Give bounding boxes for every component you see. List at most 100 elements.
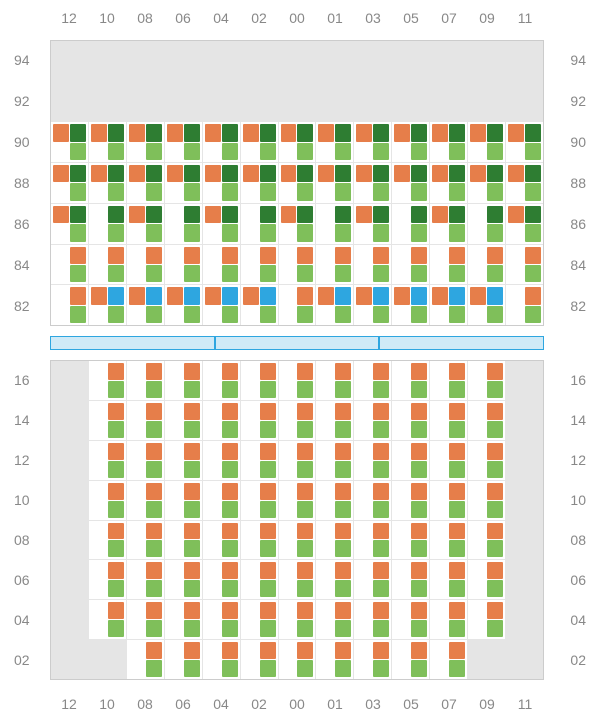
glyph-B — [91, 206, 124, 242]
col-label-05: 05 — [392, 696, 430, 712]
cell-02-02 — [241, 640, 278, 679]
glyph-C — [243, 363, 276, 398]
cell-88-08 — [127, 163, 164, 203]
cell-06-07 — [430, 560, 467, 599]
glyph-B — [243, 206, 276, 242]
cell-86-00 — [279, 204, 316, 244]
glyph-E — [394, 287, 427, 323]
glyph-C — [394, 363, 427, 398]
cell-10-00 — [279, 481, 316, 520]
cell-06-00 — [279, 560, 316, 599]
cell-92-07 — [430, 82, 467, 122]
row-labels-bottom-left: 1614121008060402 — [14, 360, 44, 680]
cell-12-02 — [241, 441, 278, 480]
cell-84-10 — [89, 245, 126, 285]
glyph-C — [243, 483, 276, 518]
col-label-02: 02 — [240, 10, 278, 26]
cell-02-09 — [468, 640, 505, 679]
col-label-04: 04 — [202, 10, 240, 26]
cell-16-01 — [316, 361, 353, 400]
cell-10-09 — [468, 481, 505, 520]
glyph-C — [394, 562, 427, 597]
cell-82-07 — [430, 285, 467, 325]
cell-94-01 — [316, 41, 353, 81]
cell-06-06 — [165, 560, 202, 599]
glyph-C — [167, 363, 200, 398]
glyph-C — [243, 443, 276, 478]
glyph-C — [394, 523, 427, 558]
cell-84-04 — [203, 245, 240, 285]
cell-86-05 — [392, 204, 429, 244]
cell-12-05 — [392, 441, 429, 480]
cell-04-06 — [165, 600, 202, 639]
cell-94-03 — [354, 41, 391, 81]
cell-08-03 — [354, 521, 391, 560]
cell-82-01 — [316, 285, 353, 325]
cell-92-06 — [165, 82, 202, 122]
glyph-D — [53, 287, 86, 323]
row-label-86: 86 — [556, 203, 586, 244]
cell-04-12 — [51, 600, 88, 639]
cell-86-06 — [165, 204, 202, 244]
cell-14-12 — [51, 401, 88, 440]
cell-02-12 — [51, 640, 88, 679]
col-label-08: 08 — [126, 696, 164, 712]
glyph-A — [167, 165, 200, 201]
col-label-10: 10 — [88, 10, 126, 26]
cell-14-09 — [468, 401, 505, 440]
glyph-B — [167, 206, 200, 242]
glyph-C — [53, 247, 86, 283]
glyph-C — [129, 523, 162, 558]
row-label-10: 10 — [14, 480, 44, 520]
glyph-E — [243, 287, 276, 323]
cell-82-09 — [468, 285, 505, 325]
cell-06-12 — [51, 560, 88, 599]
glyph-A — [53, 124, 86, 160]
cell-14-10 — [89, 401, 126, 440]
glyph-C — [318, 247, 351, 283]
row-label-82: 82 — [556, 285, 586, 326]
row-label-02: 02 — [14, 640, 44, 680]
glyph-A — [356, 206, 389, 242]
cell-16-04 — [203, 361, 240, 400]
column-labels-top: 12100806040200010305070911 — [50, 10, 544, 26]
glyph-A — [91, 165, 124, 201]
col-label-06: 06 — [164, 696, 202, 712]
glyph-A — [53, 206, 86, 242]
glyph-C — [432, 483, 465, 518]
row-label-04: 04 — [14, 600, 44, 640]
row-label-14: 14 — [14, 400, 44, 440]
glyph-C — [470, 247, 503, 283]
cell-08-11 — [506, 521, 543, 560]
cell-08-04 — [203, 521, 240, 560]
glyph-B — [318, 206, 351, 242]
glyph-C — [281, 602, 314, 637]
glyph-C — [205, 562, 238, 597]
cell-04-11 — [506, 600, 543, 639]
glyph-C — [470, 403, 503, 438]
cell-84-11 — [506, 245, 543, 285]
glyph-C — [205, 523, 238, 558]
glyph-C — [281, 443, 314, 478]
cell-92-01 — [316, 82, 353, 122]
cell-84-12 — [51, 245, 88, 285]
cell-94-11 — [506, 41, 543, 81]
cell-02-06 — [165, 640, 202, 679]
cell-82-11 — [506, 285, 543, 325]
cell-16-02 — [241, 361, 278, 400]
glyph-C — [167, 443, 200, 478]
row-label-06: 06 — [556, 560, 586, 600]
glyph-A — [243, 165, 276, 201]
cell-14-07 — [430, 401, 467, 440]
cell-82-06 — [165, 285, 202, 325]
glyph-A — [356, 124, 389, 160]
col-label-12: 12 — [50, 10, 88, 26]
cell-86-09 — [468, 204, 505, 244]
row-labels-bottom-right: 1614121008060402 — [556, 360, 586, 680]
glyph-A — [205, 124, 238, 160]
cell-88-11 — [506, 163, 543, 203]
cell-88-04 — [203, 163, 240, 203]
cell-14-01 — [316, 401, 353, 440]
glyph-E — [318, 287, 351, 323]
cell-06-09 — [468, 560, 505, 599]
